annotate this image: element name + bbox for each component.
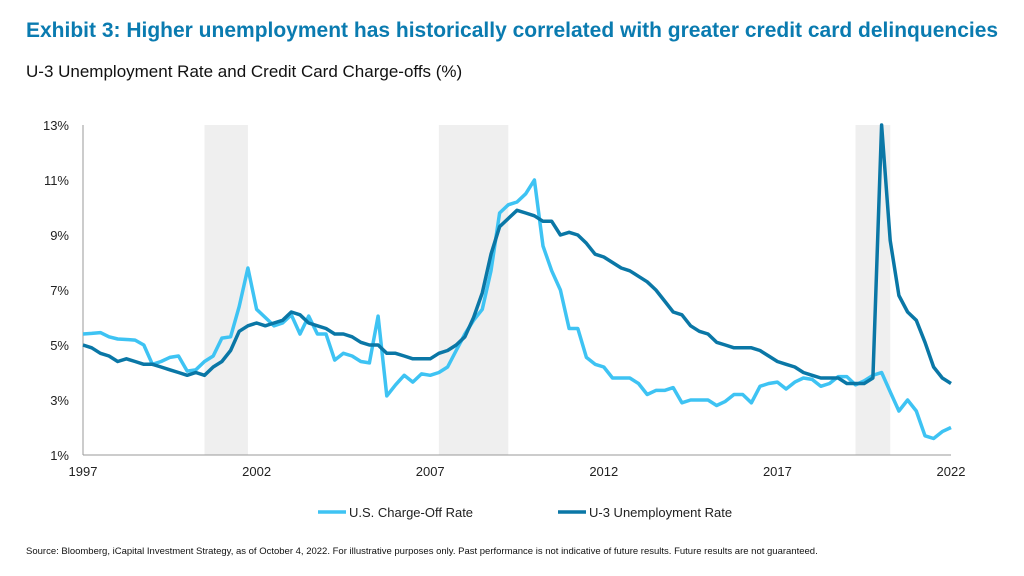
x-tick-label: 2002 (242, 464, 271, 479)
x-tick-label: 2022 (937, 464, 966, 479)
y-tick-label: 13% (43, 118, 69, 133)
y-tick-label: 1% (50, 448, 69, 463)
x-tick-label: 2007 (416, 464, 445, 479)
recession-shading-1 (438, 125, 509, 455)
series-line-charge-off-rate (82, 178, 952, 441)
chart-title: Exhibit 3: Higher unemployment has histo… (26, 19, 999, 42)
legend-label-charge-off: U.S. Charge-Off Rate (349, 505, 473, 520)
source-note: Source: Bloomberg, iCapital Investment S… (26, 546, 818, 557)
y-tick-label: 9% (50, 228, 69, 243)
chart-subtitle: U-3 Unemployment Rate and Credit Card Ch… (26, 62, 463, 81)
recession-shading-0 (204, 125, 248, 455)
x-tick-label: 2017 (763, 464, 792, 479)
y-tick-label: 3% (50, 393, 69, 408)
x-tick-label: 1997 (69, 464, 98, 479)
y-tick-label: 5% (50, 338, 69, 353)
x-tick-label: 2012 (589, 464, 618, 479)
y-tick-label: 7% (50, 283, 69, 298)
series-line-unemployment-rate (82, 123, 952, 386)
legend-label-unemployment: U-3 Unemployment Rate (589, 505, 732, 520)
y-tick-label: 11% (44, 173, 69, 188)
